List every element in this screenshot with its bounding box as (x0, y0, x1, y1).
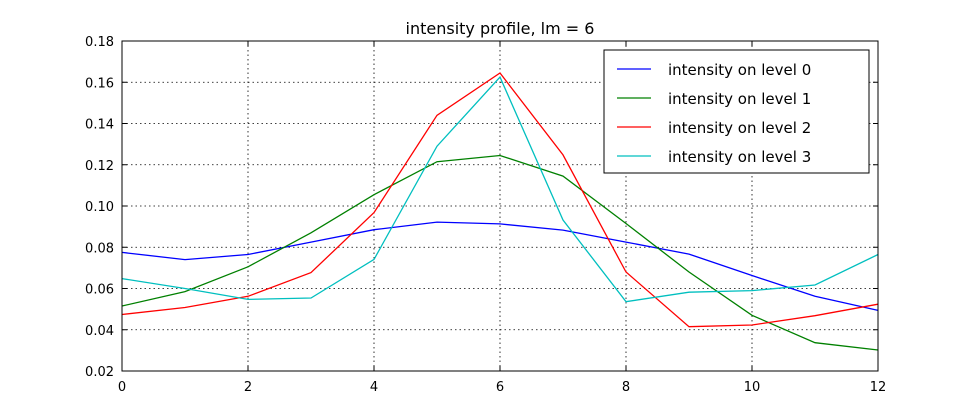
x-tick-label: 2 (244, 380, 252, 395)
y-tick-label: 0.14 (85, 118, 114, 133)
series-line-level-2 (121, 72, 879, 328)
x-tick-label: 12 (870, 380, 887, 395)
axis-ticks: 0 2 4 6 8 10 12 0.02 0.04 0.06 0.08 0.10 0.12 0.14 0.1… (85, 35, 886, 395)
y-tick-label: 0.02 (85, 365, 114, 380)
chart-title: intensity profile, lm = 6 (406, 19, 595, 38)
x-tick-label: 0 (118, 380, 126, 395)
x-tick-label: 10 (744, 380, 761, 395)
legend: intensity on level 0 intensity on level 1… (603, 49, 870, 174)
y-tick-label: 0.18 (85, 35, 114, 50)
legend-label: intensity on level 0 (668, 61, 811, 79)
legend-box (603, 49, 870, 174)
legend-label: intensity on level 1 (668, 90, 811, 108)
series-line-level-1 (121, 154, 879, 351)
series-lines (121, 72, 879, 351)
x-tick-label: 8 (622, 380, 630, 395)
legend-label: intensity on level 3 (668, 148, 811, 166)
y-tick-label: 0.08 (85, 241, 114, 256)
y-tick-label: 0.04 (85, 324, 114, 339)
series-line-level-0 (121, 221, 879, 312)
x-tick-label: 4 (370, 380, 378, 395)
y-tick-label: 0.10 (85, 200, 114, 215)
x-tick-label: 6 (496, 380, 504, 395)
y-tick-label: 0.12 (85, 159, 114, 174)
y-tick-label: 0.06 (85, 283, 114, 298)
legend-label: intensity on level 2 (668, 119, 811, 137)
y-tick-label: 0.16 (85, 76, 114, 91)
series-line-level-3 (121, 75, 879, 303)
